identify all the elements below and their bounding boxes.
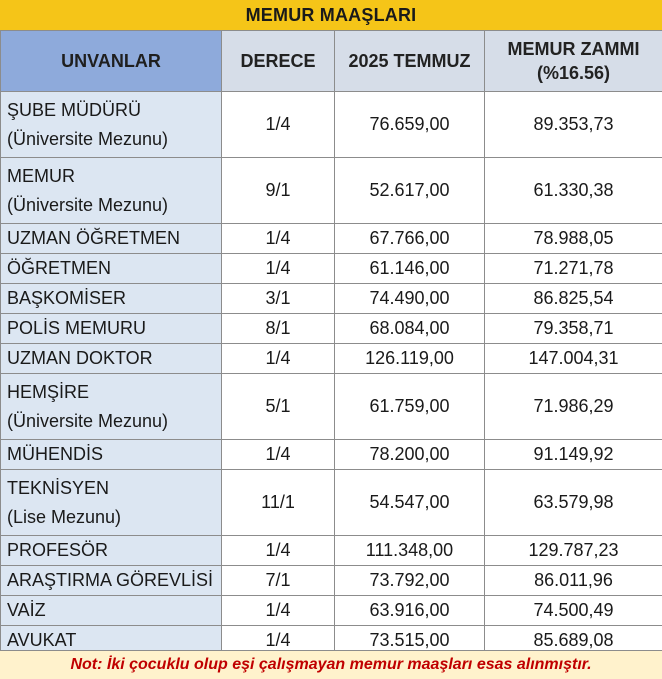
cell-july-2025: 126.119,00 [335, 344, 485, 374]
column-header-raise-line1: MEMUR ZAMMI [485, 37, 662, 61]
cell-title: ARAŞTIRMA GÖREVLİSİ [1, 566, 222, 596]
title-sub: (Üniversite Mezunu) [7, 407, 221, 436]
cell-july-2025: 68.084,00 [335, 314, 485, 344]
cell-grade: 1/4 [222, 254, 335, 284]
cell-raise: 89.353,73 [485, 92, 662, 158]
cell-grade: 1/4 [222, 92, 335, 158]
cell-raise: 71.986,29 [485, 374, 662, 440]
cell-title: MÜHENDİS [1, 440, 222, 470]
cell-july-2025: 63.916,00 [335, 596, 485, 626]
cell-title: UZMAN ÖĞRETMEN [1, 224, 222, 254]
cell-july-2025: 61.759,00 [335, 374, 485, 440]
cell-raise: 71.271,78 [485, 254, 662, 284]
cell-grade: 8/1 [222, 314, 335, 344]
cell-title: ŞUBE MÜDÜRÜ(Üniversite Mezunu) [1, 92, 222, 158]
title-main: UZMAN ÖĞRETMEN [7, 224, 221, 253]
cell-raise: 78.988,05 [485, 224, 662, 254]
cell-july-2025: 76.659,00 [335, 92, 485, 158]
cell-raise: 86.825,54 [485, 284, 662, 314]
title-sub: (Üniversite Mezunu) [7, 191, 221, 220]
cell-grade: 9/1 [222, 158, 335, 224]
column-header-raise: MEMUR ZAMMI (%16.56) [485, 31, 662, 92]
title-main: ŞUBE MÜDÜRÜ [7, 96, 221, 125]
footnote: Not: İki çocuklu olup eşi çalışmayan mem… [0, 650, 662, 679]
cell-grade: 5/1 [222, 374, 335, 440]
cell-raise: 129.787,23 [485, 536, 662, 566]
cell-raise: 61.330,38 [485, 158, 662, 224]
cell-raise: 74.500,49 [485, 596, 662, 626]
column-header-raise-line2: (%16.56) [485, 61, 662, 85]
title-sub: (Üniversite Mezunu) [7, 125, 221, 154]
cell-title: MEMUR(Üniversite Mezunu) [1, 158, 222, 224]
cell-grade: 1/4 [222, 596, 335, 626]
salary-table: UNVANLAR DERECE 2025 TEMMUZ MEMUR ZAMMI … [0, 30, 662, 656]
cell-raise: 86.011,96 [485, 566, 662, 596]
title-main: UZMAN DOKTOR [7, 344, 221, 373]
title-main: VAİZ [7, 596, 221, 625]
cell-july-2025: 78.200,00 [335, 440, 485, 470]
cell-july-2025: 52.617,00 [335, 158, 485, 224]
cell-title: VAİZ [1, 596, 222, 626]
cell-grade: 1/4 [222, 536, 335, 566]
title-main: POLİS MEMURU [7, 314, 221, 343]
cell-grade: 1/4 [222, 440, 335, 470]
title-main: MEMUR [7, 162, 221, 191]
title-main: BAŞKOMİSER [7, 284, 221, 313]
title-main: TEKNİSYEN [7, 474, 221, 503]
cell-title: UZMAN DOKTOR [1, 344, 222, 374]
cell-raise: 63.579,98 [485, 470, 662, 536]
cell-title: ÖĞRETMEN [1, 254, 222, 284]
cell-grade: 7/1 [222, 566, 335, 596]
cell-july-2025: 74.490,00 [335, 284, 485, 314]
sheet-title: MEMUR MAAŞLARI [0, 0, 662, 31]
cell-title: TEKNİSYEN(Lise Mezunu) [1, 470, 222, 536]
cell-raise: 147.004,31 [485, 344, 662, 374]
title-main: MÜHENDİS [7, 440, 221, 469]
cell-title: POLİS MEMURU [1, 314, 222, 344]
column-header-title: UNVANLAR [1, 31, 222, 92]
title-sub: (Lise Mezunu) [7, 503, 221, 532]
cell-july-2025: 61.146,00 [335, 254, 485, 284]
cell-title: HEMŞİRE(Üniversite Mezunu) [1, 374, 222, 440]
title-main: PROFESÖR [7, 536, 221, 565]
cell-title: BAŞKOMİSER [1, 284, 222, 314]
column-header-grade: DERECE [222, 31, 335, 92]
cell-grade: 11/1 [222, 470, 335, 536]
cell-july-2025: 67.766,00 [335, 224, 485, 254]
title-main: ÖĞRETMEN [7, 254, 221, 283]
header-row: UNVANLAR DERECE 2025 TEMMUZ MEMUR ZAMMI … [1, 31, 662, 92]
title-main: HEMŞİRE [7, 378, 221, 407]
cell-grade: 1/4 [222, 344, 335, 374]
cell-raise: 91.149,92 [485, 440, 662, 470]
cell-july-2025: 73.792,00 [335, 566, 485, 596]
cell-grade: 1/4 [222, 224, 335, 254]
title-main: ARAŞTIRMA GÖREVLİSİ [7, 566, 221, 595]
column-header-july-2025: 2025 TEMMUZ [335, 31, 485, 92]
cell-grade: 3/1 [222, 284, 335, 314]
cell-title: PROFESÖR [1, 536, 222, 566]
cell-july-2025: 111.348,00 [335, 536, 485, 566]
cell-july-2025: 54.547,00 [335, 470, 485, 536]
cell-raise: 79.358,71 [485, 314, 662, 344]
